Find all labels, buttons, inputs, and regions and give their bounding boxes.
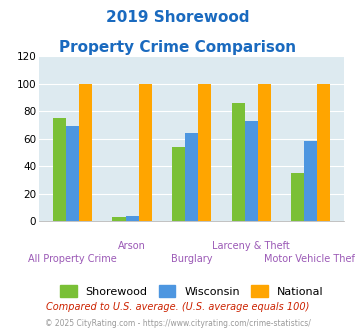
Bar [139,83,152,221]
Bar [291,173,304,221]
Text: Arson: Arson [118,241,146,250]
Text: © 2025 CityRating.com - https://www.cityrating.com/crime-statistics/: © 2025 CityRating.com - https://www.city… [45,319,310,328]
Text: Compared to U.S. average. (U.S. average equals 100): Compared to U.S. average. (U.S. average … [46,302,309,312]
Bar [66,126,79,221]
Text: Larceny & Theft: Larceny & Theft [212,241,290,250]
Bar [185,133,198,221]
Bar [231,103,245,221]
Bar [304,141,317,221]
Text: Motor Vehicle Theft: Motor Vehicle Theft [263,254,355,264]
Bar [245,121,258,221]
Bar [126,215,139,221]
Bar [258,83,271,221]
Text: 2019 Shorewood: 2019 Shorewood [106,10,249,25]
Bar [53,118,66,221]
Legend: Shorewood, Wisconsin, National: Shorewood, Wisconsin, National [56,281,328,301]
Bar [113,217,126,221]
Bar [172,147,185,221]
Bar [317,83,331,221]
Text: Burglary: Burglary [171,254,212,264]
Bar [79,83,92,221]
Text: All Property Crime: All Property Crime [28,254,117,264]
Bar [198,83,211,221]
Text: Property Crime Comparison: Property Crime Comparison [59,40,296,54]
